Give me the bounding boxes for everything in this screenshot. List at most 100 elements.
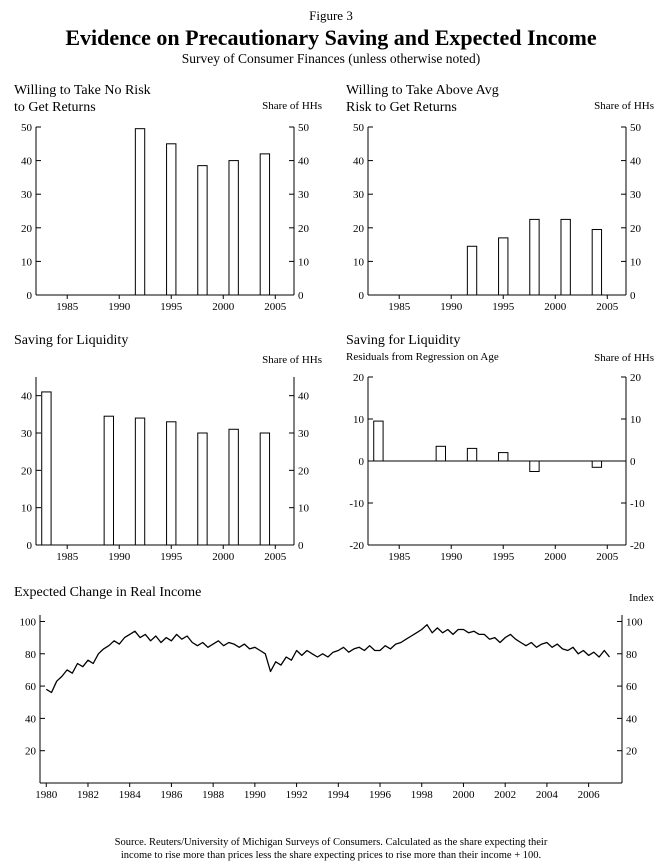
svg-text:-20: -20	[630, 540, 645, 552]
chart-title-line: Risk to Get Returns	[346, 99, 457, 115]
panel-willing-no-risk: Willing to Take No Risk to Get Returns S…	[6, 83, 324, 317]
svg-text:30: 30	[353, 189, 365, 201]
svg-text:1980: 1980	[35, 789, 58, 801]
svg-text:50: 50	[21, 122, 33, 134]
svg-text:10: 10	[298, 503, 310, 515]
svg-text:40: 40	[21, 391, 33, 403]
panel-willing-above-avg-risk: Willing to Take Above Avg Risk to Get Re…	[338, 83, 656, 317]
chart-title-line: to Get Returns	[14, 99, 96, 115]
svg-text:30: 30	[630, 189, 642, 201]
svg-text:1990: 1990	[440, 301, 463, 313]
bar-chart-saving-for-liquidity-residuals: -20 -20 -10 -10 0 0 10 10 20 20 1985 1990 1995 2000 20…	[349, 372, 645, 563]
chart-row-top: Willing to Take No Risk to Get Returns S…	[6, 83, 656, 317]
panel-header: Willing to Take No Risk to Get Returns S…	[6, 83, 324, 119]
svg-text:100: 100	[20, 617, 37, 629]
svg-text:10: 10	[353, 257, 365, 269]
svg-text:0: 0	[359, 290, 365, 302]
chart-title-line: Saving for Liquidity	[346, 333, 461, 349]
svg-text:30: 30	[298, 189, 310, 201]
svg-text:1984: 1984	[119, 789, 142, 801]
svg-text:20: 20	[630, 372, 642, 384]
line-chart-expected-change-real-income: 20 20 40 40 60 60 80 80 100 100 1980 1982 1984 1986 19…	[20, 615, 643, 801]
panel-header: Expected Change in Real Income Index	[6, 585, 656, 607]
svg-text:1986: 1986	[160, 789, 183, 801]
svg-text:1990: 1990	[108, 551, 131, 563]
svg-text:1998: 1998	[411, 789, 434, 801]
svg-text:-10: -10	[349, 498, 364, 510]
svg-text:1992: 1992	[286, 789, 308, 801]
svg-text:0: 0	[298, 290, 304, 302]
chart-title-line: Willing to Take Above Avg	[346, 83, 499, 99]
chart-title-willing-no-risk: Willing to Take No Risk to Get Returns	[6, 83, 324, 116]
svg-text:20: 20	[298, 223, 310, 235]
svg-text:2000: 2000	[452, 789, 475, 801]
svg-text:0: 0	[298, 540, 304, 552]
svg-text:20: 20	[630, 223, 642, 235]
chart-title-expected-change-real-income: Expected Change in Real Income	[6, 585, 656, 602]
chart-subtitle-residuals: Residuals from Regression on Age	[346, 350, 499, 363]
chart-title-saving-for-liquidity: Saving for Liquidity	[6, 333, 324, 350]
chart-title-saving-for-liquidity-residuals: Saving for Liquidity	[338, 333, 656, 350]
svg-text:20: 20	[21, 466, 33, 478]
svg-text:1985: 1985	[388, 301, 411, 313]
svg-text:50: 50	[630, 122, 642, 134]
chart-row-middle: Saving for Liquidity Share of HHs 0 0 10 10…	[6, 333, 656, 567]
svg-text:40: 40	[626, 714, 638, 726]
svg-text:2000: 2000	[544, 301, 567, 313]
axis-unit-label-index: Index	[628, 592, 654, 605]
svg-text:30: 30	[298, 428, 310, 440]
svg-text:20: 20	[353, 223, 365, 235]
svg-text:10: 10	[630, 414, 642, 426]
svg-text:1985: 1985	[388, 551, 411, 563]
axis-unit-label-share-of-hhs: Share of HHs	[594, 100, 654, 113]
svg-text:0: 0	[630, 456, 636, 468]
bar-chart-willing-no-risk: 0 0 10 10 20 20 30 30 40 40 50 50 1985 1990 1995 2000 20…	[21, 122, 310, 313]
bar-chart-willing-above-avg-risk: 0 0 10 10 20 20 30 30 40 40 50 50 1985 1990 1995 2000 20…	[353, 122, 642, 313]
svg-text:20: 20	[626, 746, 638, 758]
figure-title: Evidence on Precautionary Saving and Exp…	[65, 25, 597, 50]
bar-chart-saving-for-liquidity: 0 0 10 10 20 20 30 30 40 40 1985 1990 1995 2000 2005	[21, 377, 310, 563]
svg-text:20: 20	[353, 372, 365, 384]
svg-text:60: 60	[25, 681, 37, 693]
panel-header: Willing to Take Above Avg Risk to Get Re…	[338, 83, 656, 119]
panel-header: Saving for Liquidity Share of HHs	[6, 333, 324, 369]
panel-saving-for-liquidity: Saving for Liquidity Share of HHs 0 0 10 10…	[6, 333, 324, 567]
svg-text:10: 10	[353, 414, 365, 426]
svg-text:60: 60	[626, 681, 638, 693]
svg-text:0: 0	[27, 290, 33, 302]
chart-title-line: Saving for Liquidity	[14, 333, 129, 349]
svg-text:2006: 2006	[578, 789, 601, 801]
svg-text:-20: -20	[349, 540, 364, 552]
svg-text:50: 50	[353, 122, 365, 134]
svg-text:100: 100	[626, 617, 643, 629]
figure-header: Figure 3 Evidence on Precautionary Savin…	[6, 8, 656, 67]
svg-text:1996: 1996	[369, 789, 392, 801]
svg-text:40: 40	[298, 391, 310, 403]
svg-text:0: 0	[27, 540, 33, 552]
svg-text:80: 80	[25, 649, 37, 661]
panel-expected-change-real-income: Expected Change in Real Income Index 20 2…	[6, 585, 656, 805]
svg-text:1990: 1990	[244, 789, 267, 801]
svg-text:2000: 2000	[212, 301, 235, 313]
svg-text:1995: 1995	[492, 301, 515, 313]
source-note: Source. Reuters/University of Michigan S…	[0, 836, 662, 862]
svg-text:10: 10	[298, 257, 310, 269]
svg-text:2000: 2000	[212, 551, 235, 563]
axis-unit-label-share-of-hhs: Share of HHs	[262, 354, 322, 367]
chart-title-line: Willing to Take No Risk	[14, 83, 151, 99]
svg-text:1985: 1985	[56, 301, 79, 313]
figure-number: Figure 3	[309, 8, 353, 23]
svg-text:2004: 2004	[536, 789, 559, 801]
svg-text:1995: 1995	[160, 301, 183, 313]
svg-text:50: 50	[298, 122, 310, 134]
svg-text:1995: 1995	[492, 551, 515, 563]
svg-text:0: 0	[630, 290, 636, 302]
svg-text:40: 40	[298, 156, 310, 168]
svg-text:10: 10	[21, 503, 33, 515]
svg-text:20: 20	[25, 746, 37, 758]
svg-text:2005: 2005	[596, 301, 619, 313]
svg-text:2005: 2005	[264, 551, 287, 563]
svg-text:1982: 1982	[77, 789, 99, 801]
svg-text:40: 40	[21, 156, 33, 168]
svg-text:40: 40	[353, 156, 365, 168]
